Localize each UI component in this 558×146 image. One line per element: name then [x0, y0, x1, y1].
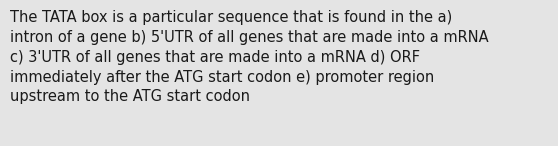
Text: The TATA box is a particular sequence that is found in the a)
intron of a gene b: The TATA box is a particular sequence th…	[10, 10, 489, 104]
